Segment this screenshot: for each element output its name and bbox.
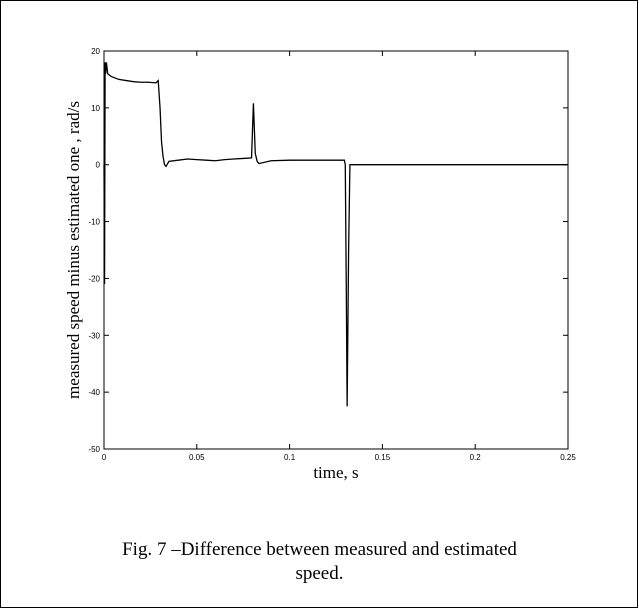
x-tick-label: 0.05 <box>189 453 205 462</box>
x-axis-title: time, s <box>313 463 358 482</box>
y-tick-label: -40 <box>88 388 100 397</box>
line-chart: 0 0.05 0.1 0.15 0.2 0.2520100-10-20-30-40-50 … <box>64 47 576 482</box>
y-tick-label: -10 <box>88 218 100 227</box>
x-tick-label: 0.2 <box>470 453 482 462</box>
x-tick-label: 0.15 <box>375 453 391 462</box>
caption-line-2: speed. <box>295 563 344 584</box>
x-tick-label: 0.1 <box>284 453 296 462</box>
y-tick-label: 10 <box>91 104 100 113</box>
y-tick-label: 20 <box>91 47 100 56</box>
x-tick-label: 0.25 <box>560 453 576 462</box>
caption-line-1: Fig. 7 –Difference between measured and … <box>122 539 517 560</box>
y-tick-label: -20 <box>88 274 100 283</box>
y-axis-title: measured speed minus estimated one , rad… <box>64 101 83 399</box>
y-tick-label: -50 <box>88 445 100 454</box>
tick-labels: 0 0.05 0.1 0.15 0.2 0.25 20 10 0 -10 -20 -30 -40 -50 <box>88 47 576 462</box>
y-tick-label: 0 <box>96 161 101 170</box>
axis-ticks <box>103 50 569 450</box>
x-tick-label: 0 <box>102 453 107 462</box>
series-line <box>103 62 568 407</box>
figure-caption: Fig. 7 –Difference between measured and … <box>0 538 639 586</box>
y-tick-label: -30 <box>88 331 100 340</box>
plot-area <box>103 50 569 450</box>
